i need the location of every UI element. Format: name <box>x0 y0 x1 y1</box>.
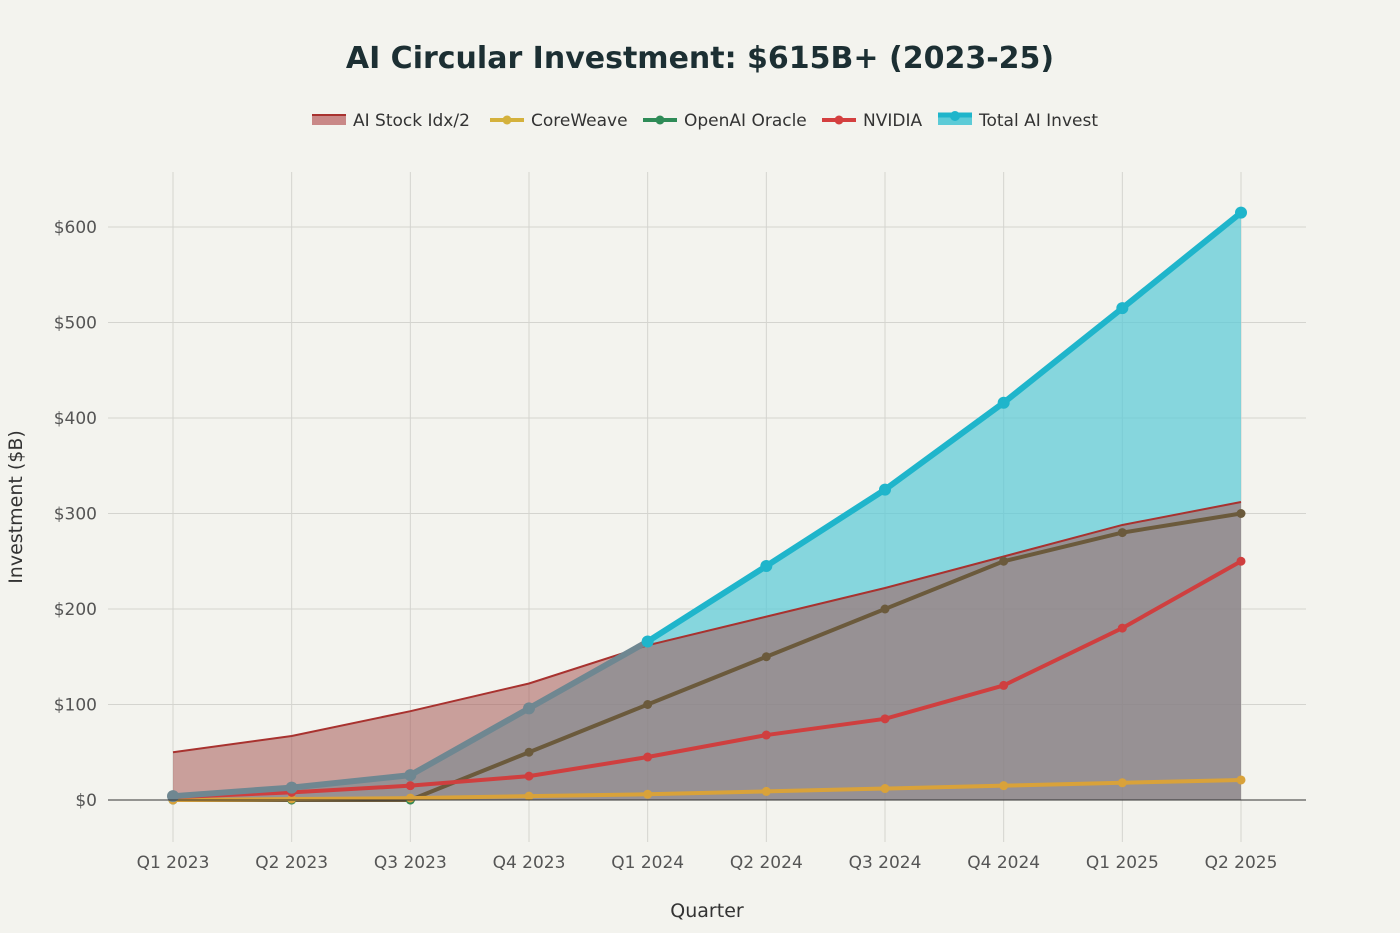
nvidia-point <box>880 714 890 724</box>
coreweave-line <box>172 777 1242 802</box>
x-tick-label: Q3 2023 <box>374 853 447 873</box>
legend-swatch-marker <box>655 115 665 125</box>
coreweave-point <box>643 789 653 799</box>
x-tick-label: Q1 2025 <box>1086 853 1159 873</box>
legend-swatch-marker <box>950 111 960 121</box>
total-ai-invest-series <box>167 206 1247 803</box>
openai-oracle-point <box>761 652 771 662</box>
total-ai-invest-point <box>523 702 535 715</box>
coreweave-series <box>168 775 1246 805</box>
y-tick-label: $300 <box>54 505 97 525</box>
legend-item-total-ai-invest[interactable]: Total AI Invest <box>938 111 1098 131</box>
total-ai-invest-point <box>1116 302 1129 315</box>
total-ai-invest-point <box>879 483 891 496</box>
openai-oracle-point <box>880 604 890 614</box>
legend-swatch-marker <box>834 115 844 125</box>
legend-item-ai-stock-idx-2[interactable]: AI Stock Idx/2 <box>312 111 470 131</box>
total-ai-invest-point <box>641 635 654 648</box>
y-axis-title: Investment ($B) <box>5 430 27 584</box>
coreweave-point <box>761 786 771 796</box>
legend-label: OpenAI Oracle <box>684 111 807 131</box>
legend: AI Stock Idx/2 CoreWeave OpenAI Oracle NVID… <box>312 111 1098 131</box>
y-tick-label: $600 <box>54 218 97 238</box>
plot-area <box>167 206 1247 805</box>
total-ai-invest-point <box>1235 206 1247 219</box>
x-tick-label: Q2 2025 <box>1205 853 1278 873</box>
openai-oracle-point <box>524 747 534 757</box>
coreweave-point <box>287 794 297 804</box>
y-tick-label: $500 <box>54 314 97 334</box>
total-ai-invest-point <box>404 769 417 782</box>
legend-swatch-marker <box>502 115 512 125</box>
ai-stock-idx-area <box>173 502 1241 800</box>
openai-oracle-point <box>999 556 1009 566</box>
nvidia-point <box>524 771 534 781</box>
openai-oracle-point <box>1117 528 1127 538</box>
legend-swatch <box>312 114 346 125</box>
x-tick-label: Q2 2023 <box>255 853 328 873</box>
total-ai-invest-line <box>646 210 1243 645</box>
nvidia-series <box>168 556 1246 802</box>
y-tick-label: $400 <box>54 409 97 429</box>
nvidia-point <box>1117 623 1127 633</box>
legend-item-coreweave[interactable]: CoreWeave <box>490 111 628 131</box>
axes: $0 $100 $200 $300 $400 $500 $600 Q1 2023 Q2 2023… <box>54 218 1306 873</box>
coreweave-point <box>880 784 890 794</box>
nvidia-point <box>1236 556 1246 566</box>
legend-label: CoreWeave <box>531 111 628 131</box>
nvidia-point <box>999 680 1009 690</box>
coreweave-point <box>524 791 534 801</box>
nvidia-line <box>172 559 1242 800</box>
x-tick-label: Q1 2023 <box>137 853 210 873</box>
nvidia-point <box>643 752 653 762</box>
nvidia-point <box>405 781 415 791</box>
legend-label: NVIDIA <box>863 111 922 131</box>
coreweave-point <box>999 781 1009 791</box>
x-tick-label: Q4 2023 <box>493 853 566 873</box>
chart-title: AI Circular Investment: $615B+ (2023-25) <box>346 41 1054 76</box>
coreweave-point <box>1117 778 1127 788</box>
legend-label: Total AI Invest <box>978 111 1098 131</box>
legend-item-nvidia[interactable]: NVIDIA <box>822 111 922 131</box>
x-axis-title: Quarter <box>670 900 744 922</box>
x-tick-label: Q4 2024 <box>967 853 1040 873</box>
x-tick-label: Q3 2024 <box>849 853 922 873</box>
coreweave-point <box>1236 775 1246 785</box>
x-tick-label: Q2 2024 <box>730 853 803 873</box>
y-tick-label: $100 <box>54 696 97 716</box>
openai-oracle-point <box>643 700 653 709</box>
openai-oracle-point <box>1236 509 1246 518</box>
x-tick-label: Q1 2024 <box>611 853 684 873</box>
legend-item-openai-oracle[interactable]: OpenAI Oracle <box>643 111 807 131</box>
total-ai-invest-point <box>997 396 1010 409</box>
ai-stock-idx-line <box>172 501 1242 754</box>
total-ai-invest-point <box>285 781 298 794</box>
legend-label: AI Stock Idx/2 <box>353 111 470 131</box>
y-tick-label: $200 <box>54 600 97 620</box>
nvidia-point <box>761 730 771 740</box>
coreweave-point <box>405 793 415 803</box>
y-tick-label: $0 <box>75 791 97 811</box>
total-ai-invest-point <box>167 790 179 803</box>
total-ai-invest-point <box>760 560 773 573</box>
